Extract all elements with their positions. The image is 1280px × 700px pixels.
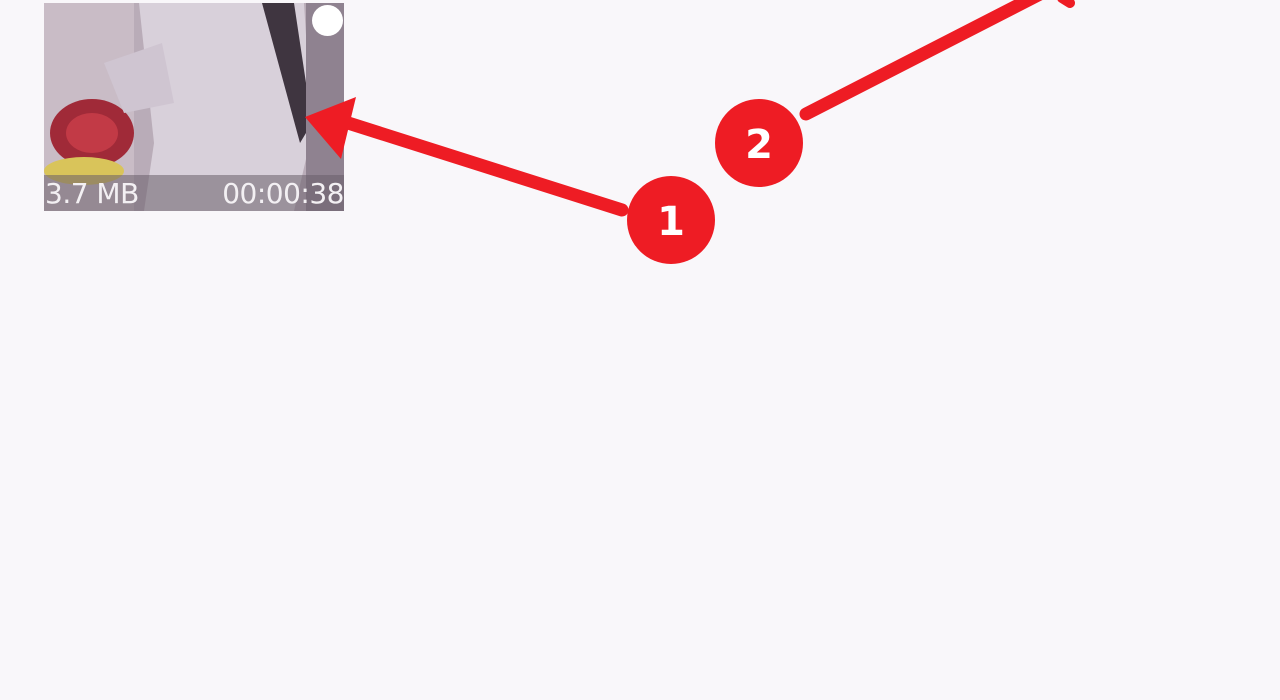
marker-2-circle [715,99,803,187]
arrow-2-tip [1057,0,1075,8]
step-marker-2: 2 [715,99,803,187]
video-thumbnail[interactable]: 3.7 MB 00:00:38 [44,3,344,211]
marker-1-circle [627,176,715,264]
thumbnail-metadata: 3.7 MB 00:00:38 [44,175,344,211]
arrow-2-line [799,0,1043,121]
file-size-label: 3.7 MB [45,177,139,210]
step-marker-1: 1 [627,176,715,264]
duration-label: 00:00:38 [222,177,344,210]
marker-2-label: 2 [745,122,773,168]
select-checkbox[interactable] [312,5,343,36]
marker-1-label: 1 [657,199,685,245]
arrow-1-line [338,115,629,217]
